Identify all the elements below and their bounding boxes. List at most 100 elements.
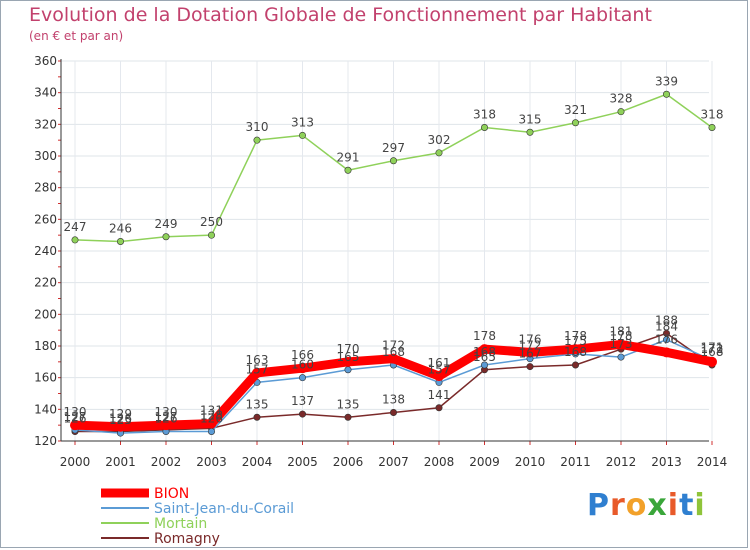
y-tick-label: 260 <box>34 212 57 226</box>
data-label-saint-jean-du-corail: 173 <box>610 337 633 351</box>
data-label-saint-jean-du-corail: 165 <box>337 350 360 364</box>
x-tick-label: 2008 <box>424 455 455 469</box>
x-tick-label: 2006 <box>333 455 364 469</box>
data-label-romagny: 141 <box>428 388 451 402</box>
point-bion <box>570 344 581 355</box>
x-tick-label: 2002 <box>151 455 182 469</box>
data-label-romagny: 188 <box>655 313 678 327</box>
logo-letter: r <box>610 488 626 523</box>
data-label-saint-jean-du-corail: 126 <box>155 412 178 426</box>
x-tick-label: 2003 <box>196 455 227 469</box>
x-tick-label: 2014 <box>697 455 728 469</box>
point-mortain <box>435 149 443 157</box>
data-label-saint-jean-du-corail: 175 <box>564 334 587 348</box>
data-label-romagny: 165 <box>473 350 496 364</box>
data-label-saint-jean-du-corail: 168 <box>382 345 405 359</box>
data-label-bion: 176 <box>655 332 678 346</box>
point-mortain <box>117 238 125 246</box>
point-mortain <box>208 231 216 239</box>
data-label-saint-jean-du-corail: 126 <box>200 412 223 426</box>
logo-letter: i <box>694 488 706 523</box>
point-romagny <box>298 410 306 418</box>
point-bion <box>252 367 262 378</box>
data-label-saint-jean-du-corail: 125 <box>109 413 132 427</box>
data-label-romagny: 168 <box>564 345 587 359</box>
data-label-bion: 130 <box>155 405 178 419</box>
data-label-mortain: 297 <box>382 141 405 155</box>
data-label-romagny: 178 <box>610 329 633 343</box>
point-mortain <box>389 157 397 165</box>
data-label-bion: 129 <box>109 407 132 421</box>
logo-letter: P <box>587 488 610 523</box>
data-label-romagny: 168 <box>701 345 724 359</box>
point-saint-jean-du-corail <box>662 336 670 344</box>
data-label-saint-jean-du-corail: 171 <box>701 340 724 354</box>
data-label-mortain: 302 <box>428 133 451 147</box>
data-label-romagny: 126 <box>64 412 87 426</box>
logo-letter: x <box>647 488 668 523</box>
y-tick-label: 240 <box>34 244 57 258</box>
data-label-romagny: 135 <box>246 397 269 411</box>
point-bion <box>206 418 217 429</box>
x-tick-label: 2007 <box>378 455 409 469</box>
data-label-romagny: 137 <box>291 394 314 408</box>
chart-title: Evolution de la Dotation Globale de Fonc… <box>29 4 652 26</box>
y-tick-label: 220 <box>34 276 57 290</box>
x-tick-label: 2013 <box>651 455 682 469</box>
point-romagny <box>344 413 352 421</box>
y-tick-label: 180 <box>34 339 57 353</box>
point-mortain <box>253 136 261 144</box>
data-label-mortain: 247 <box>64 220 87 234</box>
data-label-bion: 163 <box>246 353 269 367</box>
y-tick-label: 340 <box>34 86 57 100</box>
point-mortain <box>617 108 625 116</box>
data-label-bion: 130 <box>64 405 87 419</box>
data-label-saint-jean-du-corail: 168 <box>473 345 496 359</box>
data-label-saint-jean-du-corail: 172 <box>519 339 542 353</box>
point-bion <box>388 353 399 364</box>
point-bion <box>479 344 490 355</box>
data-label-bion: 172 <box>701 342 724 356</box>
y-tick-label: 300 <box>34 149 57 163</box>
point-bion <box>525 347 535 358</box>
point-bion <box>115 421 126 432</box>
x-tick-label: 2004 <box>242 455 273 469</box>
x-tick-label: 2010 <box>515 455 546 469</box>
point-romagny <box>571 361 579 369</box>
point-mortain <box>526 128 534 136</box>
data-label-mortain: 321 <box>564 103 587 117</box>
x-tick-label: 2011 <box>560 455 591 469</box>
x-tick-label: 2012 <box>606 455 637 469</box>
point-mortain <box>162 233 170 241</box>
y-tick-label: 360 <box>34 54 57 68</box>
y-tick-label: 160 <box>34 371 57 385</box>
data-label-mortain: 328 <box>610 92 633 106</box>
data-label-bion: 170 <box>337 342 360 356</box>
data-label-mortain: 318 <box>701 108 724 122</box>
y-tick-label: 280 <box>34 181 57 195</box>
point-bion <box>70 420 80 431</box>
data-label-romagny: 167 <box>519 347 542 361</box>
legend-label-saint-jean-du-corail: Saint-Jean-du-Corail <box>154 501 294 517</box>
data-label-romagny: 127 <box>155 410 178 424</box>
point-saint-jean-du-corail <box>480 361 488 369</box>
point-saint-jean-du-corail <box>617 353 625 361</box>
y-tick-label: 120 <box>34 434 57 448</box>
data-label-saint-jean-du-corail: 157 <box>428 362 451 376</box>
data-label-bion: 181 <box>610 324 633 338</box>
logo-letter: i <box>667 488 680 523</box>
point-romagny <box>526 363 534 371</box>
legend-label-mortain: Mortain <box>154 516 207 532</box>
data-label-mortain: 249 <box>155 217 178 231</box>
data-label-romagny: 138 <box>382 393 405 407</box>
point-romagny <box>253 413 261 421</box>
point-bion <box>661 347 672 358</box>
point-bion <box>343 356 353 367</box>
x-tick-label: 2009 <box>469 455 500 469</box>
point-mortain <box>708 124 716 132</box>
data-label-mortain: 339 <box>655 74 678 88</box>
point-bion <box>161 420 171 431</box>
data-label-mortain: 315 <box>519 112 542 126</box>
logo-letter: o <box>625 488 648 523</box>
